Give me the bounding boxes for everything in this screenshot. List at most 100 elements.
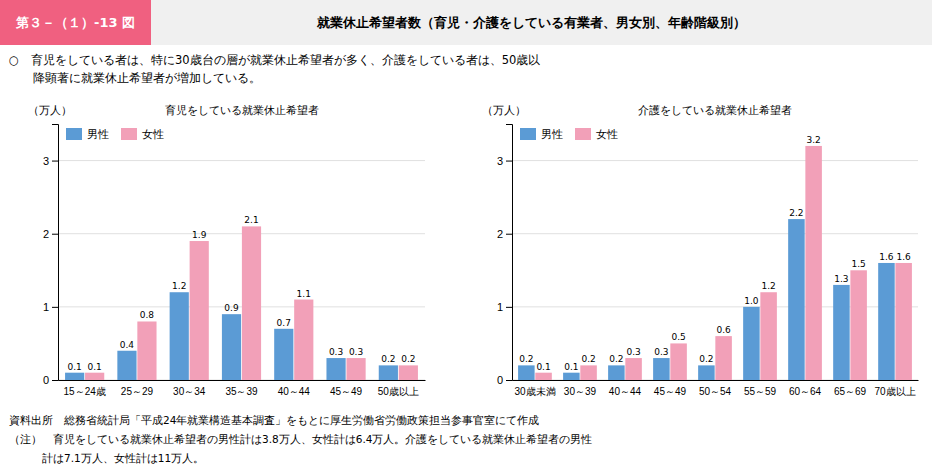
legend-item: 男性 [66,128,109,141]
x-tick-label: 30～39 [564,386,597,397]
x-tick: 30歳未満 [514,386,555,397]
bar [580,365,597,380]
data-label: 2.1 [244,215,258,225]
y-tick-mark [52,161,58,162]
x-tick-label: 70歳以上 [874,386,915,397]
x-tick: 60～64 [789,386,822,397]
legend-label: 男性 [541,128,563,141]
bar [379,365,398,380]
x-tick: 25～29 [121,386,154,397]
legend-swatch [575,128,591,140]
x-tick: 15～24歳 [64,386,106,397]
figure: 第３－（１）-13 図就業休止希望者数（育児・介護をしている有業者、男女別、年齢… [0,0,932,475]
data-labels: 0.20.10.20.30.21.02.21.31.60.10.20.30.50… [519,135,911,372]
y-tick: 2 [497,228,512,240]
y-tick: 0 [497,374,512,386]
x-tick: 40～44 [609,386,642,397]
x-tick: 45～49 [330,386,363,397]
bar [326,358,345,380]
grid-line [512,160,918,161]
y-tick: 3 [43,155,58,167]
data-label: 0.1 [564,362,578,372]
chart-panel: 0.20.10.20.30.21.02.21.31.60.10.20.30.50… [482,104,919,397]
figure-label-box [0,0,151,45]
data-label: 3.2 [806,135,820,145]
x-tick-label: 50歳以上 [378,386,419,397]
x-tick: 30～39 [564,386,597,397]
title: 就業休止希望者数（育児・介護をしている有業者、男女別、年齢階級別） [316,15,746,30]
subtitle: 降顕著に就業休止希望者が増加している。 [9,71,261,85]
data-label: 0.7 [277,318,291,328]
legend-item: 女性 [575,128,618,141]
bar [65,373,84,380]
bar [833,285,850,380]
data-label: 0.2 [401,354,415,364]
legend-swatch [121,128,137,140]
x-tick-label: 35～39 [225,386,258,397]
footnote: 資料出所 総務省統計局「平成24年就業構造基本調査」をもとに厚生労働省労働政策担… [9,414,539,426]
data-label: 0.3 [654,347,668,357]
x-tick-label: 65～69 [834,386,867,397]
legend-label: 女性 [142,128,164,141]
data-label: 0.3 [626,347,640,357]
data-label: 0.9 [224,303,239,313]
legend-swatch [66,128,82,140]
y-tick-label: 0 [497,374,503,386]
x-tick: 35～39 [225,386,258,397]
footnote: 計は7.1万人、女性計は11万人。 [9,452,204,464]
bar [608,365,625,380]
grid [58,161,425,380]
data-label: 1.5 [851,259,865,269]
y-tick-mark [506,234,512,235]
data-label: 0.2 [519,354,533,364]
y-axis-line [52,125,59,381]
y-tick: 1 [497,301,512,313]
data-label: 1.2 [761,281,775,291]
bar [274,329,293,380]
grid-line [58,306,425,307]
bar [222,314,241,380]
x-axis-line [59,380,426,381]
y-axis-label: （万人） [482,104,526,116]
data-label: 1.6 [896,252,911,262]
x-tick: 45～49 [654,386,687,397]
data-label: 0.8 [140,310,155,320]
y-tick: 3 [497,155,512,167]
y-tick-label: 3 [497,155,503,167]
y-tick-mark [506,307,512,308]
x-tick: 55～59 [744,386,777,397]
data-label: 0.4 [120,340,135,350]
header-bar [0,0,932,45]
data-label: 2.2 [789,208,803,218]
data-label: 0.3 [329,347,343,357]
bar [346,358,365,380]
y-tick-label: 0 [43,374,49,386]
bar [850,270,867,380]
bar [563,373,580,380]
x-tick-label: 25～29 [121,386,154,397]
x-tick-label: 30～34 [173,386,206,397]
bar [743,307,760,380]
y-axis-line [506,125,513,381]
legend: 男性 女性 [66,128,164,141]
data-labels: 0.10.41.20.90.70.30.20.10.81.92.11.10.30… [68,215,416,371]
bar [760,292,777,380]
data-label: 1.6 [879,252,894,262]
bar [85,373,104,380]
grid-line [512,233,918,234]
data-label: 0.1 [536,362,550,372]
bar [117,351,136,380]
bars [518,146,912,380]
x-tick: 50歳以上 [378,386,419,397]
y-tick: 2 [43,228,58,240]
data-label: 1.1 [297,289,311,299]
subtitle: ○ 育児をしている者は、特に30歳台の層が就業休止希望者が多く、介護をしている者… [9,53,540,67]
y-tick-mark [506,161,512,162]
x-tick: 70歳以上 [874,386,915,397]
bar [670,343,687,380]
data-label: 0.2 [581,354,595,364]
y-tick-label: 3 [43,155,49,167]
footnote: （注） 育児をしている就業休止希望者の男性計は3.8万人、女性計は6.4万人。介… [9,433,592,445]
x-tick: 50～54 [699,386,732,397]
data-label: 0.3 [349,347,363,357]
